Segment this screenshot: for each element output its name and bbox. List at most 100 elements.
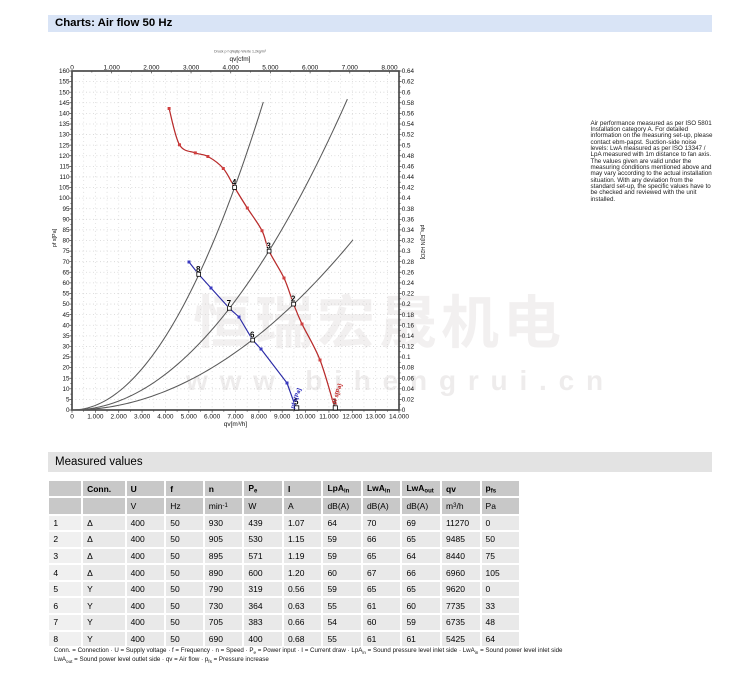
svg-text:0.12: 0.12 (402, 344, 415, 351)
svg-text:155: 155 (59, 79, 70, 86)
svg-text:0.64: 0.64 (402, 68, 415, 75)
svg-text:0.2: 0.2 (402, 301, 411, 308)
svg-text:0.46: 0.46 (402, 163, 415, 170)
svg-text:65: 65 (62, 269, 70, 276)
svg-text:1.000: 1.000 (104, 64, 121, 71)
svg-text:40: 40 (62, 322, 70, 329)
svg-text:0.08: 0.08 (402, 365, 415, 372)
svg-text:7.000: 7.000 (342, 64, 359, 71)
svg-text:120: 120 (59, 153, 70, 160)
svg-text:Druck p f qNqBp Werte 1,2kg/m³: Druck p f qNqBp Werte 1,2kg/m³ (214, 50, 267, 54)
svg-text:8.000: 8.000 (251, 413, 268, 420)
svg-text:11.000: 11.000 (319, 413, 339, 420)
svg-text:140: 140 (59, 110, 70, 117)
svg-text:5.000: 5.000 (181, 413, 198, 420)
svg-text:125: 125 (59, 142, 70, 149)
svg-text:100: 100 (59, 195, 70, 202)
svg-text:0.42: 0.42 (402, 185, 415, 192)
svg-text:pf s[Pa]: pf s[Pa] (52, 228, 58, 247)
svg-text:0.6: 0.6 (402, 89, 411, 96)
svg-text:0.28: 0.28 (402, 259, 415, 266)
svg-text:2.000: 2.000 (111, 413, 128, 420)
svg-text:0.4: 0.4 (402, 195, 411, 202)
svg-text:14.000: 14.000 (389, 413, 409, 420)
svg-text:0.56: 0.56 (402, 110, 415, 117)
svg-text:60: 60 (62, 280, 70, 287)
svg-text:75: 75 (62, 248, 70, 255)
svg-text:130: 130 (59, 132, 70, 139)
svg-text:0.52: 0.52 (402, 132, 415, 139)
svg-text:135: 135 (59, 121, 70, 128)
svg-text:0: 0 (70, 413, 74, 420)
svg-text:0.22: 0.22 (402, 291, 415, 298)
svg-text:0.18: 0.18 (402, 312, 415, 319)
svg-text:0.1: 0.1 (402, 354, 411, 361)
svg-text:0.14: 0.14 (402, 333, 415, 340)
svg-text:0: 0 (402, 407, 406, 414)
svg-text:150: 150 (59, 89, 70, 96)
svg-text:30: 30 (62, 344, 70, 351)
svg-text:25: 25 (62, 354, 70, 361)
svg-text:50: 50 (62, 301, 70, 308)
svg-text:5: 5 (66, 397, 70, 404)
svg-text:0.62: 0.62 (402, 79, 415, 86)
svg-text:qv[cfm]: qv[cfm] (230, 56, 251, 63)
svg-text:pf s[Pa]: pf s[Pa] (332, 383, 344, 405)
svg-text:10.000: 10.000 (296, 413, 316, 420)
svg-text:5: 5 (294, 398, 299, 407)
svg-text:160: 160 (59, 68, 70, 75)
svg-text:95: 95 (62, 206, 70, 213)
svg-text:0: 0 (66, 407, 70, 414)
svg-text:8.000: 8.000 (381, 64, 398, 71)
svg-text:0.06: 0.06 (402, 375, 415, 382)
svg-text:0.32: 0.32 (402, 238, 415, 245)
svg-text:0.16: 0.16 (402, 322, 415, 329)
svg-text:0.34: 0.34 (402, 227, 415, 234)
svg-text:80: 80 (62, 238, 70, 245)
svg-text:0.26: 0.26 (402, 269, 415, 276)
svg-text:6.000: 6.000 (204, 413, 221, 420)
svg-text:7.000: 7.000 (227, 413, 244, 420)
svg-text:9.000: 9.000 (274, 413, 291, 420)
svg-text:6.000: 6.000 (302, 64, 319, 71)
svg-text:15: 15 (62, 375, 70, 382)
svg-text:0.54: 0.54 (402, 121, 415, 128)
svg-text:8: 8 (196, 265, 201, 274)
svg-text:70: 70 (62, 259, 70, 266)
svg-text:0.44: 0.44 (402, 174, 415, 181)
svg-text:110: 110 (59, 174, 70, 181)
svg-text:0.02: 0.02 (402, 397, 415, 404)
svg-text:qv[m³/h]: qv[m³/h] (224, 421, 248, 428)
svg-text:3.000: 3.000 (134, 413, 151, 420)
svg-text:45: 45 (62, 312, 70, 319)
svg-text:3: 3 (266, 242, 271, 251)
svg-text:0.58: 0.58 (402, 100, 415, 107)
svg-text:10: 10 (62, 386, 70, 393)
svg-text:4.000: 4.000 (223, 64, 240, 71)
svg-text:0.48: 0.48 (402, 153, 415, 160)
svg-text:105: 105 (59, 185, 70, 192)
svg-text:www.bjhengrui.cn: www.bjhengrui.cn (185, 365, 615, 396)
svg-text:0.38: 0.38 (402, 206, 415, 213)
svg-text:4: 4 (232, 178, 237, 187)
svg-text:0.3: 0.3 (402, 248, 411, 255)
svg-text:1.000: 1.000 (87, 413, 104, 420)
svg-text:0.04: 0.04 (402, 386, 415, 393)
svg-text:5.000: 5.000 (262, 64, 279, 71)
svg-text:115: 115 (59, 163, 70, 170)
svg-text:1: 1 (333, 398, 338, 407)
svg-text:3.000: 3.000 (183, 64, 200, 71)
svg-text:13.000: 13.000 (366, 413, 386, 420)
svg-text:145: 145 (59, 100, 70, 107)
svg-text:90: 90 (62, 216, 70, 223)
svg-text:2: 2 (291, 295, 296, 304)
svg-text:55: 55 (62, 291, 70, 298)
svg-text:pfs_E[IN H2O]: pfs_E[IN H2O] (419, 225, 425, 260)
svg-text:85: 85 (62, 227, 70, 234)
svg-text:0.5: 0.5 (402, 142, 411, 149)
svg-text:0: 0 (70, 64, 74, 71)
svg-text:0.36: 0.36 (402, 216, 415, 223)
svg-text:7: 7 (227, 299, 232, 308)
svg-text:20: 20 (62, 365, 70, 372)
svg-text:2.000: 2.000 (143, 64, 160, 71)
